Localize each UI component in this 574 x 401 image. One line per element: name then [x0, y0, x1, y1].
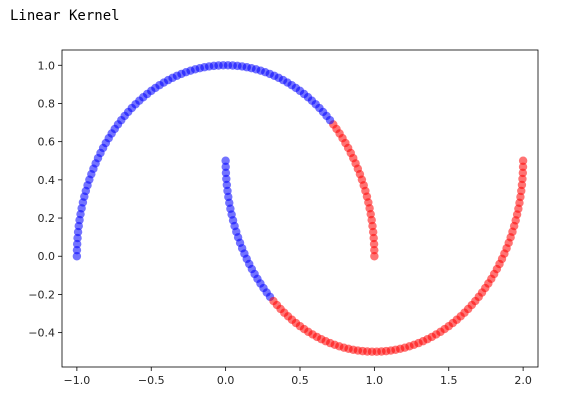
y-tick-label: 0.0	[38, 250, 56, 263]
upper-moon-point	[369, 233, 378, 243]
x-tick-label: −0.5	[138, 374, 165, 387]
lower-moon-point	[518, 174, 527, 184]
y-tick-label: −0.2	[28, 288, 55, 301]
x-tick-label: 0.0	[217, 374, 235, 387]
points-layer	[72, 61, 528, 356]
upper-moon-point	[370, 245, 379, 255]
x-tick-label: 0.5	[291, 374, 309, 387]
lower-moon-point	[518, 156, 528, 165]
y-tick-label: 0.2	[38, 212, 56, 225]
y-tick-label: 1.0	[38, 59, 56, 72]
lower-moon-point	[221, 162, 230, 172]
output-title: Linear Kernel	[10, 8, 120, 24]
upper-moon-point	[73, 227, 83, 237]
upper-moon-point	[72, 252, 82, 261]
upper-moon-point	[72, 239, 82, 249]
upper-moon-point	[370, 252, 379, 261]
x-axis-ticks: −1.0 −0.5 0.0 0.5 1.0 1.5 2.0	[64, 367, 532, 387]
upper-moon-point	[73, 233, 82, 243]
upper-moon-point	[72, 245, 82, 255]
lower-moon-point	[221, 156, 230, 165]
y-tick-label: 0.6	[38, 136, 56, 149]
x-tick-label: 2.0	[514, 374, 532, 387]
y-tick-label: 0.4	[38, 174, 56, 187]
x-tick-label: −1.0	[64, 374, 91, 387]
y-tick-label: 0.8	[38, 97, 56, 110]
lower-moon-point	[518, 168, 528, 178]
plot-frame	[61, 49, 539, 368]
lower-moon-point	[222, 174, 231, 184]
lower-moon-point	[221, 168, 231, 178]
x-tick-label: 1.5	[440, 374, 458, 387]
x-tick-label: 1.0	[366, 374, 384, 387]
lower-moon-point	[518, 162, 528, 172]
y-tick-label: −0.4	[28, 327, 55, 340]
lower-moon-point	[517, 180, 527, 190]
y-axis-ticks: −0.4 −0.2 0.0 0.2 0.4 0.6 0.8 1.0	[28, 59, 62, 340]
upper-moon-point	[369, 239, 379, 249]
